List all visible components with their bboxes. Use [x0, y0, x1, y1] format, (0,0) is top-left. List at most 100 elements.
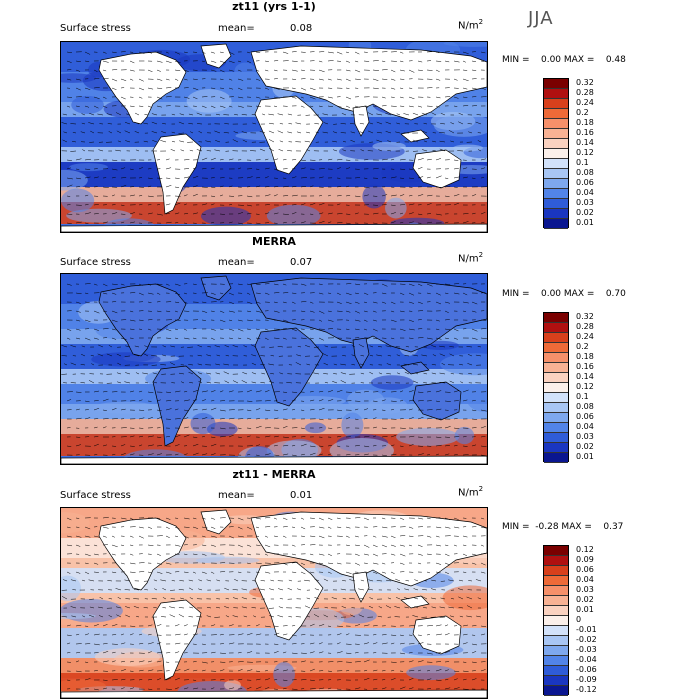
colorbar-tick-label: 0 [576, 615, 582, 624]
colorbar-swatch [544, 546, 568, 556]
colorbar-swatch [544, 646, 568, 656]
colorbar-tick-label: -0.02 [576, 635, 597, 644]
colorbar-swatch [544, 606, 568, 616]
mean-label: mean= [218, 257, 255, 268]
mean-value: 0.08 [290, 23, 313, 34]
panel-title: MERRA [252, 235, 296, 248]
colorbar-tick-label: -0.04 [576, 655, 597, 664]
colorbar-tick-label: 0.24 [576, 98, 594, 107]
continent-outline [61, 455, 487, 464]
colorbar-swatch [544, 79, 568, 89]
colorbar-tick-label: 0.16 [576, 362, 594, 371]
colorbar-swatch [544, 576, 568, 586]
continent-outline [254, 561, 324, 641]
colorbar-swatch [544, 89, 568, 99]
colorbar-swatch [544, 343, 568, 353]
colorbar-tick-label: 0.02 [576, 595, 594, 604]
colorbar-tick-label: 0.32 [576, 78, 594, 87]
continent-outline [98, 51, 187, 125]
colorbar-swatch [544, 453, 568, 463]
continent-outline [98, 283, 187, 357]
minmax-label: MIN = -0.28 MAX = 0.37 [502, 522, 624, 532]
colorbar-swatch [544, 616, 568, 626]
colorbar-swatch [544, 169, 568, 179]
colorbar-tick-label: -0.12 [576, 685, 597, 694]
colorbar-swatch [544, 189, 568, 199]
colorbar-swatch [544, 403, 568, 413]
colorbar-model [543, 78, 569, 229]
unit-text: N/m [458, 487, 479, 499]
unit-label: N/m2 [458, 485, 483, 498]
colorbar-swatch [544, 586, 568, 596]
colorbar-tick-label: 0.12 [576, 545, 594, 554]
colorbar-tick-label: 0.12 [576, 382, 594, 391]
map-canvas [61, 508, 487, 698]
colorbar-difference [543, 545, 569, 696]
colorbar-swatch [544, 443, 568, 453]
colorbar-swatch [544, 413, 568, 423]
continent-outline [352, 105, 370, 137]
colorbar-tick-label: 0.1 [576, 392, 589, 401]
colorbar-swatch [544, 686, 568, 696]
colorbar-swatch [544, 383, 568, 393]
map-difference [60, 507, 488, 699]
colorbar-tick-label: 0.03 [576, 198, 594, 207]
colorbar-tick-label: 0.06 [576, 412, 594, 421]
colorbar-swatch [544, 656, 568, 666]
minmax-label: MIN = 0.00 MAX = 0.70 [502, 289, 626, 299]
unit-label: N/m2 [458, 18, 483, 31]
colorbar-tick-label: 0.28 [576, 322, 594, 331]
variable-label: Surface stress [60, 490, 131, 501]
colorbar-tick-label: 0.28 [576, 88, 594, 97]
colorbar-tick-label: 0.18 [576, 352, 594, 361]
colorbar-tick-label: 0.03 [576, 585, 594, 594]
colorbar-tick-label: 0.16 [576, 128, 594, 137]
colorbar-swatch [544, 179, 568, 189]
minmax-label: MIN = 0.00 MAX = 0.48 [502, 55, 626, 65]
colorbar-tick-label: 0.14 [576, 138, 594, 147]
unit-label: N/m2 [458, 251, 483, 264]
continent-outline [152, 599, 202, 681]
colorbar-swatch [544, 313, 568, 323]
colorbar-swatch [544, 109, 568, 119]
colorbar-swatch [544, 363, 568, 373]
continent-outline [254, 327, 324, 407]
panel-title: zt11 - MERRA [232, 468, 316, 481]
colorbar-swatch [544, 99, 568, 109]
colorbar-swatch [544, 129, 568, 139]
colorbar-swatch [544, 626, 568, 636]
colorbar-swatch [544, 666, 568, 676]
continent-outline [352, 571, 370, 603]
unit-exponent: 2 [478, 251, 484, 259]
colorbar-tick-label: 0.06 [576, 178, 594, 187]
colorbar-tick-label: 0.32 [576, 312, 594, 321]
map-canvas [61, 274, 487, 464]
unit-exponent: 2 [478, 18, 484, 26]
colorbar-tick-label: 0.09 [576, 555, 594, 564]
colorbar-tick-label: 0.08 [576, 402, 594, 411]
colorbar-tick-label: 0.01 [576, 218, 594, 227]
colorbar-tick-label: 0.14 [576, 372, 594, 381]
colorbar-swatch [544, 423, 568, 433]
colorbar-tick-label: -0.01 [576, 625, 597, 634]
colorbar-tick-label: 0.08 [576, 168, 594, 177]
colorbar-swatch [544, 433, 568, 443]
continent-outline [250, 45, 487, 121]
colorbar-swatch [544, 333, 568, 343]
colorbar-tick-label: 0.04 [576, 188, 594, 197]
colorbar-tick-label: -0.06 [576, 665, 597, 674]
unit-text: N/m [458, 20, 479, 32]
mean-label: mean= [218, 23, 255, 34]
continent-outline [152, 365, 202, 447]
continent-outline [200, 509, 232, 535]
mean-value: 0.07 [290, 257, 313, 268]
colorbar-tick-label: 0.04 [576, 422, 594, 431]
colorbar-swatch [544, 636, 568, 646]
unit-exponent: 2 [478, 485, 484, 493]
colorbar-tick-label: 0.01 [576, 605, 594, 614]
colorbar-tick-label: 0.2 [576, 342, 589, 351]
variable-label: Surface stress [60, 23, 131, 34]
colorbar-tick-label: 0.04 [576, 575, 594, 584]
colorbar-swatch [544, 373, 568, 383]
map-merra [60, 273, 488, 465]
